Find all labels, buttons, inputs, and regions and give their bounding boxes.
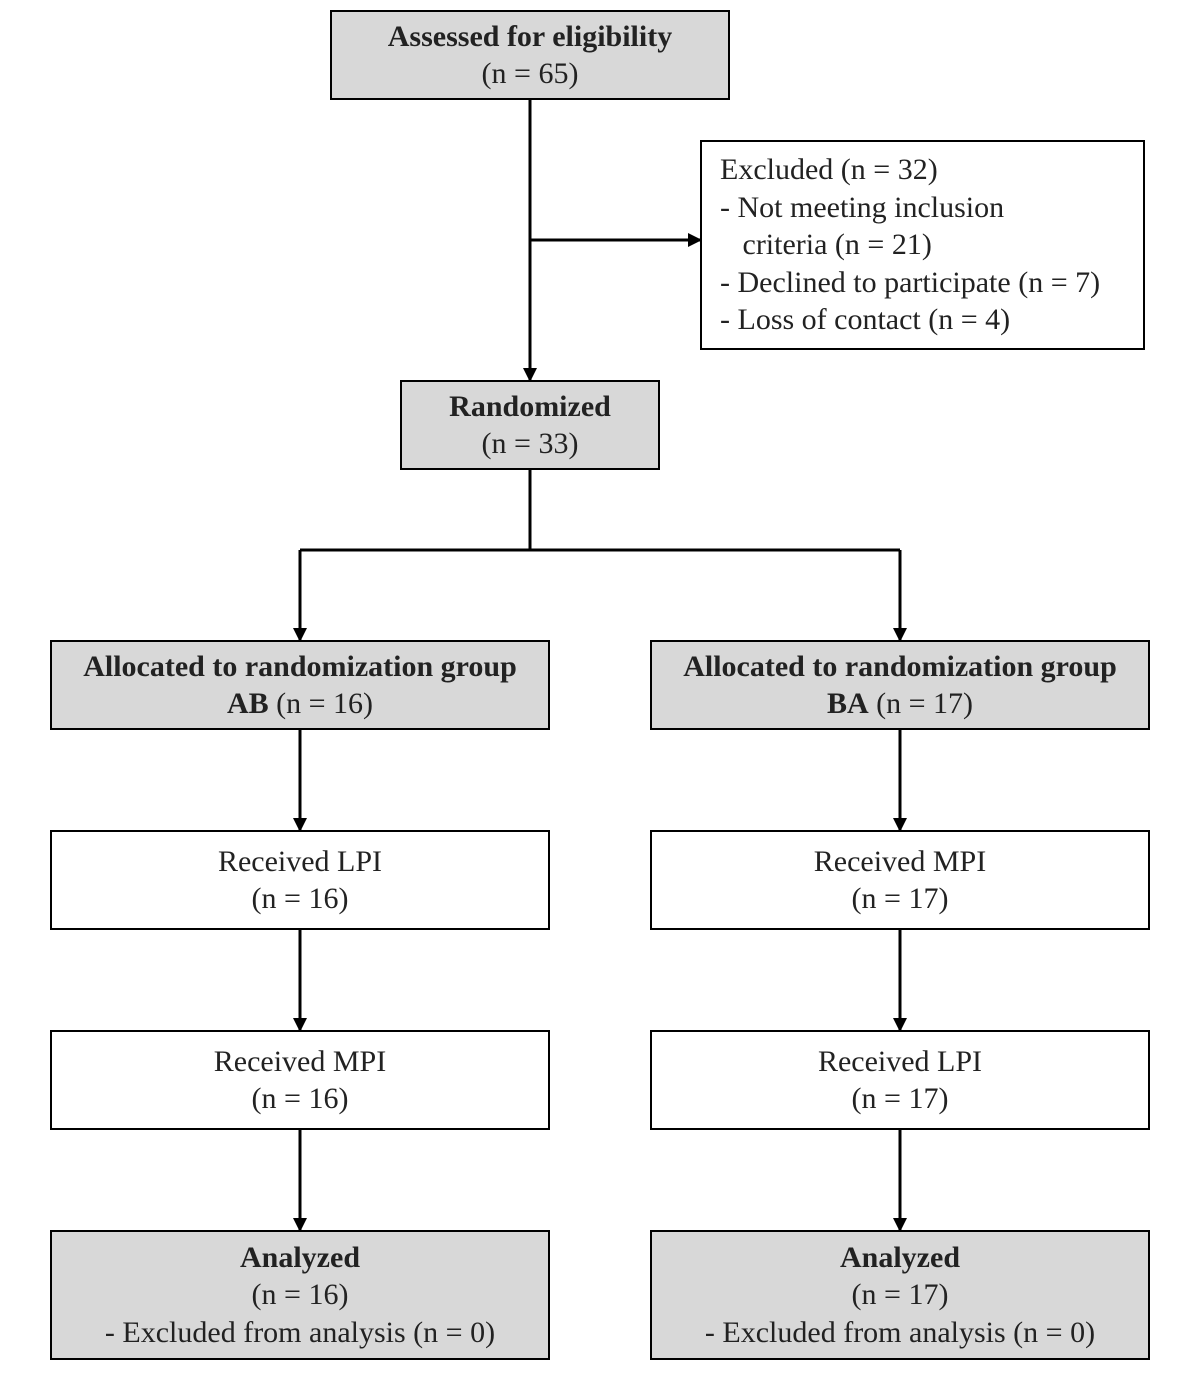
node-allocated-ab: Allocated to randomization group AB (n =… — [50, 640, 550, 730]
node-ab-received-1: Received LPI (n = 16) — [50, 830, 550, 930]
node-ba-analyzed: Analyzed (n = 17) - Excluded from analys… — [650, 1230, 1150, 1360]
alloc-ba-line1: Allocated to randomization group — [683, 648, 1117, 686]
randomized-title: Randomized — [449, 388, 611, 426]
ba-an-title: Analyzed — [840, 1239, 960, 1277]
assessed-n: (n = 65) — [482, 55, 579, 93]
node-assessed: Assessed for eligibility (n = 65) — [330, 10, 730, 100]
alloc-ab-group: AB — [227, 687, 269, 720]
alloc-ab-line2: AB (n = 16) — [227, 685, 373, 723]
node-ab-received-2: Received MPI (n = 16) — [50, 1030, 550, 1130]
ab-r1-n: (n = 16) — [252, 880, 349, 918]
ba-r1-label: Received MPI — [814, 843, 986, 881]
ba-an-excl: - Excluded from analysis (n = 0) — [705, 1314, 1095, 1352]
alloc-ba-n: (n = 17) — [869, 687, 973, 720]
excluded-line-4: - Declined to participate (n = 7) — [720, 264, 1100, 302]
node-ba-received-1: Received MPI (n = 17) — [650, 830, 1150, 930]
node-ab-analyzed: Analyzed (n = 16) - Excluded from analys… — [50, 1230, 550, 1360]
node-ba-received-2: Received LPI (n = 17) — [650, 1030, 1150, 1130]
excluded-line-2: - Not meeting inclusion — [720, 189, 1004, 227]
ba-an-n: (n = 17) — [852, 1276, 949, 1314]
alloc-ab-n: (n = 16) — [269, 687, 373, 720]
assessed-title: Assessed for eligibility — [388, 18, 672, 56]
node-excluded: Excluded (n = 32) - Not meeting inclusio… — [700, 140, 1145, 350]
alloc-ab-line1: Allocated to randomization group — [83, 648, 517, 686]
ab-r2-label: Received MPI — [214, 1043, 386, 1081]
excluded-line-5: - Loss of contact (n = 4) — [720, 301, 1010, 339]
node-randomized: Randomized (n = 33) — [400, 380, 660, 470]
ab-r1-label: Received LPI — [218, 843, 382, 881]
ab-an-excl: - Excluded from analysis (n = 0) — [105, 1314, 495, 1352]
ba-r2-label: Received LPI — [818, 1043, 982, 1081]
ab-an-title: Analyzed — [240, 1239, 360, 1277]
node-allocated-ba: Allocated to randomization group BA (n =… — [650, 640, 1150, 730]
ba-r1-n: (n = 17) — [852, 880, 949, 918]
randomized-n: (n = 33) — [482, 425, 579, 463]
ab-an-n: (n = 16) — [252, 1276, 349, 1314]
excluded-line-3: criteria (n = 21) — [720, 226, 932, 264]
alloc-ba-group: BA — [827, 687, 869, 720]
ba-r2-n: (n = 17) — [852, 1080, 949, 1118]
alloc-ba-line2: BA (n = 17) — [827, 685, 973, 723]
excluded-line-1: Excluded (n = 32) — [720, 151, 938, 189]
ab-r2-n: (n = 16) — [252, 1080, 349, 1118]
